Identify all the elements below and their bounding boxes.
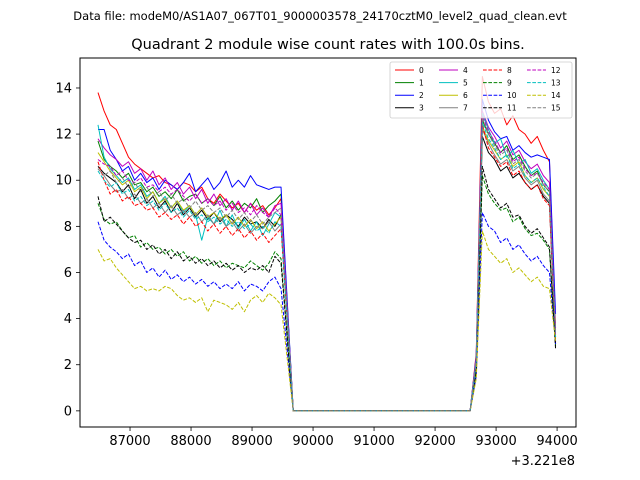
x-tick-label: 89000 [231, 434, 272, 449]
series-line-14 [97, 230, 557, 412]
legend-label-3: 3 [419, 104, 424, 113]
legend-label-12: 12 [551, 66, 561, 75]
legend-label-9: 9 [507, 78, 512, 87]
x-axis: 87000 88000 89000 90000 91000 92000 93000 94000 [109, 427, 578, 449]
series-line-10 [97, 212, 557, 412]
plot-frame [79, 57, 577, 428]
legend-label-5: 5 [463, 78, 468, 87]
y-tick-label: 6 [64, 266, 72, 281]
legend-label-1: 1 [419, 78, 424, 87]
series-line-13 [97, 122, 557, 412]
y-tick-label: 14 [55, 81, 72, 96]
y-tick-label: 0 [64, 404, 72, 419]
legend-label-0: 0 [419, 66, 424, 75]
y-tick-label: 2 [64, 358, 72, 373]
series-line-15 [97, 117, 557, 412]
y-tick-label: 12 [55, 128, 72, 143]
chart-title: Quadrant 2 module wise count rates with … [131, 37, 525, 53]
x-tick-label: 87000 [109, 434, 150, 449]
series-line-6 [97, 126, 557, 412]
x-tick-label: 93000 [475, 434, 516, 449]
x-offset-label: +3.221e8 [511, 454, 575, 469]
series-line-3 [97, 135, 557, 412]
legend-label-11: 11 [507, 104, 517, 113]
legend-label-10: 10 [507, 91, 517, 100]
y-tick-label: 10 [55, 174, 72, 189]
x-tick-label: 90000 [292, 434, 333, 449]
series-line-4 [97, 110, 557, 412]
series-line-7 [97, 128, 557, 412]
suptitle: Data file: modeM0/AS1A07_067T01_90000035… [73, 9, 567, 23]
legend-label-2: 2 [419, 91, 424, 100]
series-line-5 [97, 112, 557, 412]
y-axis: 0 2 4 6 8 10 12 14 [55, 81, 80, 419]
series-line-1 [97, 119, 557, 412]
series-line-2 [98, 99, 557, 412]
legend-label-14: 14 [551, 91, 561, 100]
legend-box [389, 61, 573, 119]
x-tick-label: 94000 [536, 434, 577, 449]
x-tick-label: 91000 [353, 434, 394, 449]
legend-label-7: 7 [463, 104, 468, 113]
series-line-12 [97, 115, 557, 412]
legend-label-6: 6 [463, 91, 468, 100]
legend-label-8: 8 [507, 66, 512, 75]
legend-label-15: 15 [551, 104, 561, 113]
x-tick-label: 88000 [170, 434, 211, 449]
series-line-8 [97, 124, 557, 412]
y-tick-label: 8 [64, 220, 72, 235]
legend-label-13: 13 [551, 78, 561, 87]
legend-label-4: 4 [463, 66, 468, 75]
x-tick-label: 92000 [414, 434, 455, 449]
y-tick-label: 4 [64, 312, 72, 327]
series-layer [97, 75, 557, 412]
